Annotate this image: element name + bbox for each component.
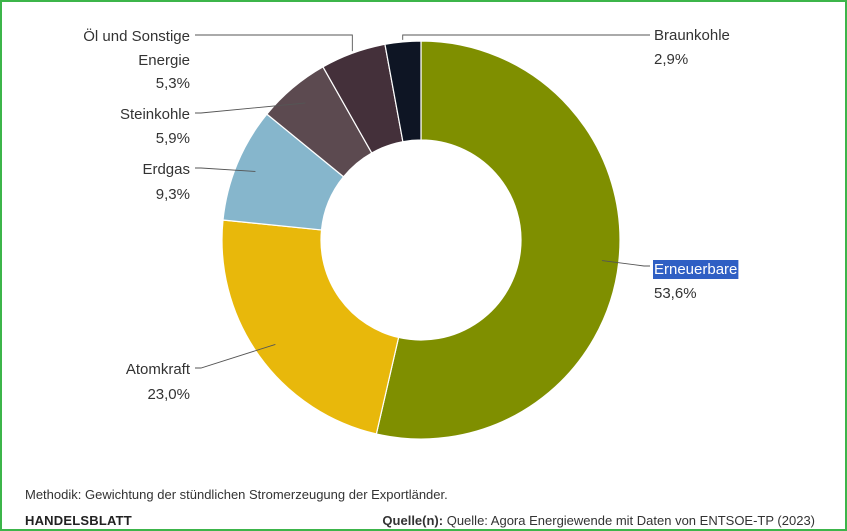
slice-label-erdgas: Erdgas	[142, 161, 190, 178]
slice-label-erneuerbare: Erneuerbare	[654, 261, 737, 278]
slice-value-erneuerbare: 53,6%	[654, 285, 697, 302]
leader-line-atomkraft	[195, 343, 276, 369]
source-label: Quelle(n):	[382, 513, 444, 528]
source-text: Quelle: Agora Energiewende mit Daten von…	[446, 513, 815, 528]
leader-line-erdgas	[195, 167, 256, 172]
leader-line-erneuerbare	[601, 260, 650, 267]
leader-line-oel-und-sonstige-energie	[195, 34, 353, 52]
leader-line-braunkohle	[402, 34, 650, 40]
methodology-note: Methodik: Gewichtung der stündlichen Str…	[25, 487, 448, 502]
brand-logo-text: HANDELSBLATT	[25, 513, 132, 528]
slice-value-steinkohle: 5,9%	[156, 130, 190, 147]
slice-erneuerbare[interactable]	[375, 40, 621, 440]
donut-chart: Erneuerbare 53,6% Atomkraft 23,0% Erdgas 9,3%…	[83, 27, 739, 440]
slice-value-atomkraft: 23,0%	[147, 386, 190, 403]
slice-labels: Erneuerbare 53,6% Atomkraft 23,0% Erdgas 9,3%…	[83, 27, 739, 403]
slice-braunkohle[interactable]	[384, 40, 422, 143]
slice-label-braunkohle: Braunkohle	[654, 27, 730, 44]
slice-value-braunkohle: 2,9%	[654, 51, 688, 68]
slice-label-steinkohle: Steinkohle	[120, 106, 190, 123]
slice-value-erdgas: 9,3%	[156, 186, 190, 203]
leader-lines	[195, 34, 650, 369]
donut-slices	[221, 40, 621, 440]
leader-line-steinkohle	[195, 102, 306, 114]
slice-value-oel-und-sonstige-energie: 5,3%	[156, 75, 190, 92]
source-note: Quelle(n): Quelle: Agora Energiewende mi…	[382, 513, 815, 528]
label-highlight-erneuerbare	[653, 260, 739, 279]
slice-label-atomkraft: Atomkraft	[126, 361, 191, 378]
slice-label-oel-und-sonstige-energie-line2: Energie	[138, 52, 190, 69]
slice-label-oel-und-sonstige-energie-line1: Öl und Sonstige	[83, 27, 190, 45]
slice-atomkraft[interactable]	[221, 219, 400, 435]
